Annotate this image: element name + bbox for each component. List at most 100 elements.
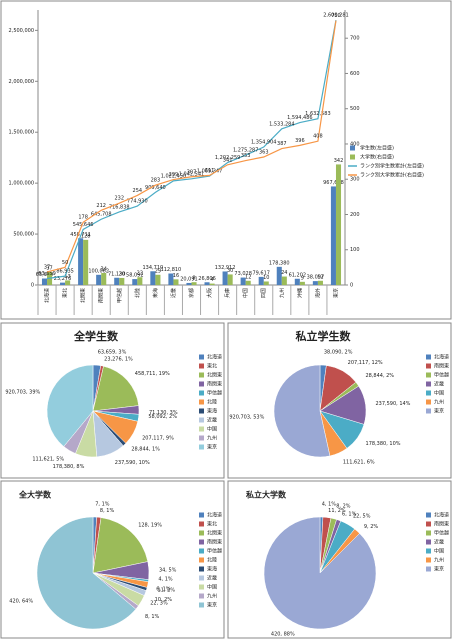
bar-value-label: 37 — [46, 265, 52, 271]
pie-value-label: 11, 2% — [158, 587, 176, 593]
legend-label: ランク別学生数累計(左目盛) — [360, 163, 424, 170]
legend-swatch — [199, 521, 204, 527]
legend-swatch — [199, 566, 204, 572]
bar-value-label: 13 — [64, 274, 70, 280]
bar-value-label: 967,698 — [323, 180, 344, 186]
pie-value-label: 8, 1% — [100, 508, 115, 514]
line-value-label: 86,935 — [56, 269, 74, 275]
line-value-label: 254 — [133, 188, 143, 194]
pie-slice — [273, 364, 331, 458]
legend-swatch — [426, 557, 431, 563]
pie-value-label: 22, 5% — [353, 513, 371, 519]
bar — [240, 277, 246, 285]
pie-value-label: 207,117, 9% — [142, 435, 174, 441]
legend-swatch — [426, 381, 431, 387]
y2-tick-label: 0 — [350, 283, 353, 289]
line-value-label: 750 — [331, 13, 341, 19]
legend-swatch — [199, 354, 204, 360]
bar — [114, 277, 120, 285]
legend-swatch — [426, 530, 431, 536]
line-value-label: 545,646 — [73, 222, 94, 228]
line-value-label: 178 — [78, 215, 88, 221]
bar-value-label: 132,912 — [215, 265, 236, 271]
legend-label: 北海道 — [207, 354, 222, 361]
legend-swatch — [199, 512, 204, 518]
bar-value-label: 26,806 — [198, 276, 216, 282]
legend-label: 近畿 — [434, 381, 444, 388]
bar-value-label: 58,092 — [126, 273, 144, 279]
combo-panel — [0, 0, 452, 320]
legend-swatch — [199, 575, 204, 581]
legend-label: 九州 — [434, 557, 444, 564]
line-value-label: 50 — [62, 260, 68, 266]
pie-value-label: 4, 1% — [322, 502, 337, 508]
pie-value-label: 28,844, 2% — [365, 373, 394, 379]
bar-value-label: 34 — [101, 267, 107, 273]
legend-label: 甲信越 — [207, 548, 222, 555]
legend-label: 近畿 — [207, 417, 217, 424]
bar — [155, 274, 161, 285]
bar — [191, 282, 197, 285]
x-tick-label: 京都 — [188, 288, 195, 298]
bar — [209, 283, 215, 285]
pie-value-label: 111,621, 5% — [32, 457, 64, 463]
bar — [168, 273, 174, 285]
legend-label: 近畿 — [434, 539, 444, 546]
legend-swatch — [426, 372, 431, 378]
bar-value-label: 79,617 — [252, 270, 270, 276]
pie-slice — [92, 365, 139, 412]
pie-value-label: 10, 2% — [155, 597, 173, 603]
legend-swatch — [199, 444, 204, 450]
bar — [78, 238, 84, 285]
pie-value-label: 7, 1% — [95, 502, 110, 508]
line-value-label: 716,838 — [109, 204, 130, 210]
x-tick-label: 甲信越 — [116, 288, 123, 303]
bar-value-label: 20 — [119, 271, 125, 277]
bar-value-label: 128 — [81, 233, 91, 239]
pie-value-label: 63,659, 3% — [98, 350, 127, 356]
line-value-label: 645,708 — [91, 212, 112, 218]
bar — [150, 271, 156, 285]
line-value-label: 299 — [169, 172, 179, 178]
legend-swatch — [199, 372, 204, 378]
pie-value-label: 23,276, 1% — [104, 357, 133, 363]
bar-value-label: 342 — [334, 158, 344, 164]
legend-swatch — [426, 566, 431, 572]
bar-value-label: 4 — [210, 277, 213, 283]
legend-label: 南関東 — [207, 381, 222, 388]
bar-value-label: 178,380 — [269, 260, 290, 266]
bar-value-label: 12 — [245, 274, 251, 280]
line-value-label: 307 — [187, 169, 197, 175]
bar — [65, 280, 71, 285]
pie-value-label: 237,590, 10% — [115, 460, 150, 466]
x-tick-label: 兵庫 — [224, 288, 231, 298]
bar-value-label: 134,710 — [143, 265, 164, 271]
bar — [330, 186, 336, 285]
pie-value-label: 920,703, 39% — [5, 390, 40, 396]
bar — [245, 280, 251, 285]
legend-swatch — [426, 390, 431, 396]
legend-swatch — [199, 557, 204, 563]
x-tick-label: 北陸 — [134, 288, 141, 298]
bar — [312, 281, 318, 285]
y-tick-label: 2,000,000 — [9, 79, 34, 85]
line-value-label: 353 — [241, 153, 251, 159]
pie-title: 私立学生数 — [296, 329, 352, 343]
bar — [335, 164, 342, 285]
line-value-label: 2,600,281 — [323, 13, 348, 19]
bar-value-label: 24 — [281, 270, 287, 276]
legend-swatch — [199, 417, 204, 423]
pie-value-label: 38,090, 2% — [324, 350, 353, 356]
legend-label: 南関東 — [434, 521, 449, 528]
legend-label: 甲信越 — [207, 390, 222, 397]
legend-swatch — [426, 548, 431, 554]
legend-swatch — [426, 399, 431, 405]
bar — [173, 279, 179, 285]
bar — [137, 277, 143, 285]
pie-title-small: 私立大学数 — [245, 490, 287, 500]
x-tick-label: 東京 — [332, 288, 339, 298]
y2-tick-label: 500 — [350, 106, 360, 112]
line-value-label: 774,930 — [127, 199, 148, 205]
legend-swatch — [199, 593, 204, 599]
legend-swatch — [199, 408, 204, 414]
